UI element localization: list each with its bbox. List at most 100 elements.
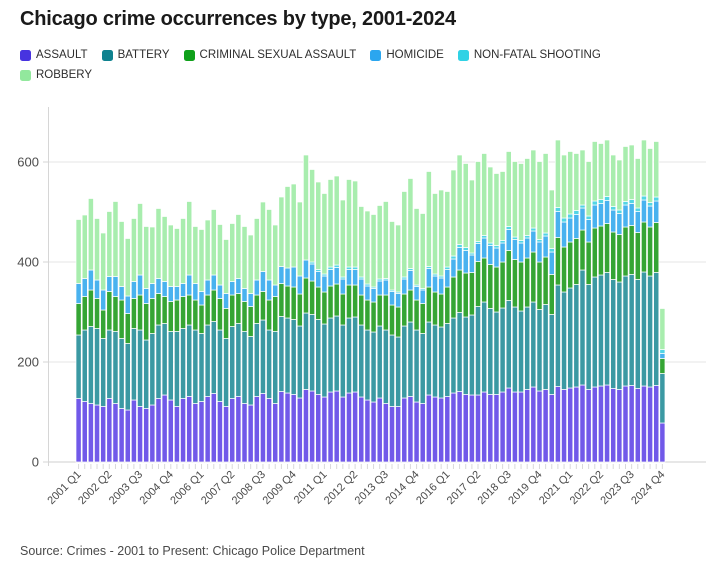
bar-segment-criminal-sexual-assault[interactable]: [81, 296, 88, 331]
bar-segment-battery[interactable]: [567, 287, 574, 389]
bar-segment-assault[interactable]: [155, 398, 162, 463]
bar-segment-robbery[interactable]: [438, 189, 445, 277]
bar-segment-homicide[interactable]: [106, 276, 113, 292]
bar-segment-criminal-sexual-assault[interactable]: [493, 266, 500, 313]
bar-segment-criminal-sexual-assault[interactable]: [278, 283, 285, 317]
bar-segment-robbery[interactable]: [475, 161, 481, 242]
bar-segment-non-fatal-shooting[interactable]: [450, 255, 457, 260]
bar-segment-assault[interactable]: [530, 386, 537, 463]
bar-segment-robbery[interactable]: [462, 163, 469, 248]
bar-segment-non-fatal-shooting[interactable]: [548, 248, 555, 253]
bar-segment-battery[interactable]: [640, 271, 647, 387]
bar-segment-assault[interactable]: [628, 385, 635, 463]
bar-segment-non-fatal-shooting[interactable]: [647, 202, 654, 207]
bar-segment-criminal-sexual-assault[interactable]: [653, 222, 660, 273]
bar-segment-homicide[interactable]: [530, 230, 537, 253]
bar-segment-assault[interactable]: [616, 389, 623, 463]
bar-segment-assault[interactable]: [198, 401, 205, 463]
bar-segment-criminal-sexual-assault[interactable]: [106, 291, 113, 331]
bar-segment-non-fatal-shooting[interactable]: [499, 240, 506, 244]
bar-segment-battery[interactable]: [339, 324, 346, 398]
bar-segment-non-fatal-shooting[interactable]: [610, 206, 617, 211]
bar-segment-criminal-sexual-assault[interactable]: [604, 223, 611, 273]
bar-segment-robbery[interactable]: [585, 161, 592, 217]
bar-segment-homicide[interactable]: [204, 279, 211, 296]
bar-segment-robbery[interactable]: [124, 238, 131, 297]
bar-segment-assault[interactable]: [100, 406, 107, 463]
bar-segment-battery[interactable]: [597, 274, 604, 387]
bar-segment-battery[interactable]: [530, 301, 537, 388]
bar-segment-criminal-sexual-assault[interactable]: [272, 296, 279, 332]
bar-segment-criminal-sexual-assault[interactable]: [173, 299, 180, 332]
bar-segment-homicide[interactable]: [542, 235, 549, 258]
bar-segment-robbery[interactable]: [210, 209, 217, 276]
bar-segment-robbery[interactable]: [303, 154, 309, 261]
bar-segment-robbery[interactable]: [382, 201, 389, 279]
bar-segment-robbery[interactable]: [155, 208, 162, 279]
bar-segment-homicide[interactable]: [235, 278, 242, 294]
bar-segment-robbery[interactable]: [653, 141, 660, 198]
bar-segment-battery[interactable]: [223, 338, 230, 407]
bar-segment-criminal-sexual-assault[interactable]: [438, 293, 445, 328]
bar-segment-robbery[interactable]: [499, 171, 506, 241]
bar-segment-battery[interactable]: [407, 321, 414, 397]
bar-segment-homicide[interactable]: [358, 278, 365, 296]
bar-segment-criminal-sexual-assault[interactable]: [511, 259, 518, 308]
bar-segment-homicide[interactable]: [438, 277, 445, 295]
bar-segment-homicide[interactable]: [628, 203, 635, 226]
bar-segment-battery[interactable]: [505, 300, 512, 389]
bar-segment-criminal-sexual-assault[interactable]: [561, 246, 568, 293]
bar-segment-criminal-sexual-assault[interactable]: [468, 272, 475, 316]
bar-segment-battery[interactable]: [622, 275, 629, 387]
bar-segment-criminal-sexual-assault[interactable]: [161, 296, 168, 324]
bar-segment-battery[interactable]: [511, 306, 518, 393]
bar-segment-assault[interactable]: [253, 396, 260, 463]
bar-segment-homicide[interactable]: [419, 289, 426, 304]
bar-segment-assault[interactable]: [192, 403, 199, 463]
bar-segment-criminal-sexual-assault[interactable]: [542, 256, 549, 305]
bar-segment-criminal-sexual-assault[interactable]: [530, 251, 537, 303]
bar-segment-battery[interactable]: [395, 336, 402, 407]
bar-segment-homicide[interactable]: [118, 286, 125, 301]
bar-segment-robbery[interactable]: [290, 183, 297, 268]
bar-segment-battery[interactable]: [487, 308, 494, 395]
bar-segment-homicide[interactable]: [382, 279, 389, 296]
bar-segment-homicide[interactable]: [450, 258, 457, 278]
bar-segment-assault[interactable]: [272, 403, 279, 463]
bar-segment-homicide[interactable]: [524, 237, 531, 259]
bar-segment-robbery[interactable]: [468, 179, 475, 254]
bar-segment-criminal-sexual-assault[interactable]: [425, 286, 432, 323]
bar-segment-battery[interactable]: [413, 329, 420, 403]
bar-segment-homicide[interactable]: [173, 286, 180, 301]
bar-segment-robbery[interactable]: [235, 214, 242, 279]
bar-segment-battery[interactable]: [130, 328, 137, 401]
bar-segment-homicide[interactable]: [260, 271, 266, 292]
bar-segment-robbery[interactable]: [198, 229, 205, 292]
bar-segment-homicide[interactable]: [210, 274, 217, 291]
bar-segment-robbery[interactable]: [487, 166, 494, 244]
bar-segment-battery[interactable]: [456, 312, 463, 392]
bar-segment-assault[interactable]: [462, 394, 469, 463]
bar-segment-criminal-sexual-assault[interactable]: [100, 309, 107, 339]
bar-segment-homicide[interactable]: [407, 270, 414, 291]
bar-segment-homicide[interactable]: [278, 266, 285, 284]
bar-segment-homicide[interactable]: [425, 268, 432, 288]
bar-segment-criminal-sexual-assault[interactable]: [167, 301, 174, 332]
bar-segment-homicide[interactable]: [462, 250, 469, 274]
bar-segment-criminal-sexual-assault[interactable]: [505, 250, 512, 301]
bar-segment-homicide[interactable]: [370, 288, 377, 303]
bar-segment-battery[interactable]: [106, 329, 113, 399]
bar-segment-assault[interactable]: [591, 386, 598, 463]
bar-segment-assault[interactable]: [505, 387, 512, 463]
bar-segment-assault[interactable]: [284, 392, 291, 463]
bar-segment-robbery[interactable]: [450, 169, 457, 257]
bar-segment-homicide[interactable]: [395, 293, 402, 308]
bar-segment-assault[interactable]: [597, 385, 604, 463]
bar-segment-assault[interactable]: [493, 394, 500, 463]
bar-segment-criminal-sexual-assault[interactable]: [444, 286, 451, 324]
bar-segment-homicide[interactable]: [315, 271, 322, 288]
bar-segment-criminal-sexual-assault[interactable]: [610, 231, 617, 280]
bar-segment-assault[interactable]: [382, 403, 389, 463]
bar-segment-robbery[interactable]: [395, 224, 402, 293]
bar-segment-criminal-sexual-assault[interactable]: [358, 294, 365, 326]
